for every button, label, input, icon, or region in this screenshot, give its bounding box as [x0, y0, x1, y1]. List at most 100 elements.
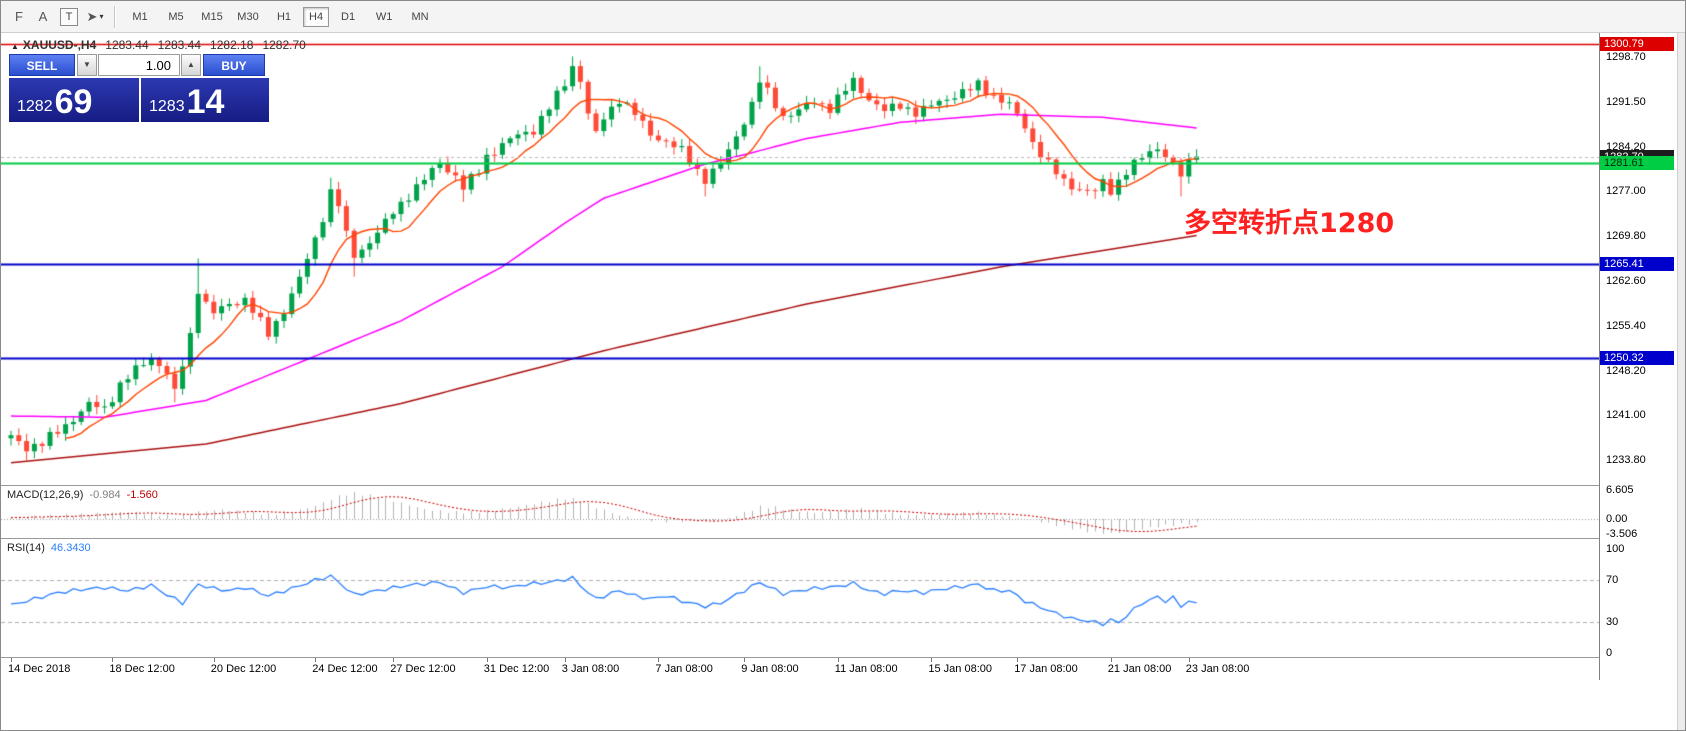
time-tick	[1110, 658, 1112, 662]
price-tag: 1265.41	[1600, 257, 1674, 272]
panel-separator[interactable]	[1, 538, 1685, 539]
ohlc-open: 1283.44	[105, 38, 149, 52]
price-tag: 1300.79	[1600, 36, 1674, 51]
timeframe-d1[interactable]: D1	[341, 10, 356, 23]
one-click-trading-panel: SELL ▼ ▲ BUY 1282 69 1283 14	[9, 54, 269, 122]
macd-main-value: -0.984	[89, 489, 121, 501]
rsi-name: RSI(14)	[7, 542, 45, 554]
dropdown-caret-icon: ▾	[99, 11, 104, 21]
price-axis[interactable]: 1298.70 1291.50 1284.20 1277.00 1269.80 1262.…	[1599, 33, 1677, 680]
rsi-axis-label: 70	[1606, 574, 1619, 587]
rsi-axis-label: 100	[1606, 543, 1625, 555]
annotation-text[interactable]: 多空转折点1280	[1184, 208, 1395, 239]
volume-increase-button[interactable]: ▲	[181, 54, 201, 76]
time-axis-label: 7 Jan 08:00	[655, 663, 713, 675]
price-axis-label: 1255.40	[1606, 319, 1646, 332]
timeframe-m15[interactable]: M15	[201, 10, 223, 23]
toolbar-separator	[114, 5, 115, 28]
time-tick	[931, 658, 933, 662]
text-icon[interactable]: A	[38, 8, 48, 24]
timeframe-toolbar: M1 M5 M15 M30 H1 H4 D1 W1 MN	[122, 6, 438, 27]
price-tag: 1281.61	[1600, 156, 1674, 171]
time-axis-label: 9 Jan 08:00	[741, 663, 799, 675]
timeframe-m1[interactable]: M1	[132, 10, 148, 23]
time-axis-label: 24 Dec 12:00	[312, 663, 378, 675]
time-tick	[744, 658, 746, 662]
timeframe-mn[interactable]: MN	[411, 10, 429, 23]
rsi-axis-label: 30	[1606, 615, 1619, 628]
time-tick	[112, 658, 114, 662]
price-tag: 1250.32	[1600, 351, 1674, 366]
time-tick	[658, 658, 660, 662]
chart-window: ▲ XAUUSD-,H4 1283.44 1283.44 1282.18 1282.70 …	[1, 33, 1685, 730]
price-axis-label: 1298.70	[1606, 51, 1646, 63]
timeframe-m30[interactable]: M30	[237, 10, 259, 23]
text-label-icon[interactable]: T	[60, 7, 78, 26]
macd-axis-label: 0.00	[1606, 513, 1628, 525]
price-axis-label: 1291.50	[1606, 95, 1646, 108]
macd-name: MACD(12,26,9)	[7, 489, 84, 501]
ohlc-low: 1282.18	[210, 38, 254, 52]
time-tick	[315, 658, 317, 662]
time-tick	[564, 658, 566, 662]
panel-separator[interactable]	[1, 485, 1685, 486]
time-tick	[837, 658, 839, 662]
symbol-period: XAUUSD-,H4	[22, 38, 97, 52]
time-axis-label: 11 Jan 08:00	[834, 663, 898, 675]
timeframe-m5[interactable]: M5	[168, 10, 184, 23]
time-axis-label: 20 Dec 12:00	[210, 663, 277, 675]
bid-pip-digits: 69	[54, 83, 93, 121]
drawing-tools: F A T ➤ ▾	[7, 6, 107, 28]
price-axis-label: 1262.60	[1606, 275, 1646, 287]
time-tick	[393, 658, 395, 662]
timeframe-h4[interactable]: H4	[303, 6, 330, 27]
time-axis[interactable]: 14 Dec 2018 18 Dec 12:00 20 Dec 12:00 24 De…	[1, 658, 1599, 680]
rsi-label: RSI(14) 46.3430	[7, 542, 91, 554]
rsi-panel-canvas[interactable]	[1, 539, 1599, 657]
ask-price-display[interactable]: 1283 14	[141, 78, 269, 122]
macd-axis-label: -3.506	[1606, 528, 1638, 541]
ask-main-digits: 1283	[149, 98, 185, 115]
macd-panel-canvas[interactable]	[1, 486, 1599, 538]
price-axis-label: 1233.80	[1606, 454, 1646, 467]
macd-axis-label: 6.605	[1606, 484, 1634, 496]
time-axis-label: 3 Jan 08:00	[561, 663, 620, 675]
price-axis-label: 1269.80	[1606, 230, 1646, 243]
time-axis-label: 23 Jan 08:00	[1185, 663, 1250, 675]
timeframe-w1[interactable]: W1	[375, 10, 393, 23]
time-tick	[1188, 658, 1190, 662]
volume-decrease-button[interactable]: ▼	[77, 54, 97, 76]
chart-title: ▲ XAUUSD-,H4 1283.44 1283.44 1282.18 1282.70	[11, 38, 306, 52]
time-axis-label: 21 Jan 08:00	[1107, 663, 1172, 675]
time-axis-label: 18 Dec 12:00	[109, 663, 175, 675]
fibonacci-icon[interactable]: F	[15, 8, 23, 24]
macd-signal-value: -1.560	[126, 489, 158, 501]
price-axis-label: 1277.00	[1606, 185, 1646, 198]
arrows-icon[interactable]: ➤ ▾	[86, 8, 104, 24]
time-axis-label: 31 Dec 12:00	[483, 663, 550, 675]
vertical-scrollbar[interactable]	[1677, 33, 1685, 730]
chart-icon: ▲	[11, 42, 19, 51]
rsi-axis-label: 0	[1606, 647, 1613, 659]
price-axis-label: 1248.20	[1606, 364, 1646, 377]
timeframe-h1[interactable]: H1	[276, 10, 292, 23]
time-axis-label: 17 Jan 08:00	[1014, 663, 1078, 675]
rsi-value: 46.3430	[50, 542, 91, 554]
panel-separator[interactable]	[1, 657, 1685, 658]
price-axis-label: 1241.00	[1606, 409, 1646, 422]
time-tick	[486, 658, 488, 662]
macd-label: MACD(12,26,9) -0.984 -1.560	[7, 489, 158, 501]
volume-input[interactable]	[98, 54, 180, 76]
ohlc-high: 1283.44	[157, 38, 202, 52]
time-tick	[1017, 658, 1019, 662]
toolbar: F A T ➤ ▾ M1 M5 M15 M30 H1 H4 D1 W1 MN	[1, 1, 1685, 33]
sell-button[interactable]: SELL	[9, 54, 75, 76]
time-tick	[213, 658, 215, 662]
time-axis-label: 14 Dec 2018	[8, 663, 71, 675]
time-axis-label: 27 Dec 12:00	[390, 663, 456, 675]
time-axis-label: 15 Jan 08:00	[928, 663, 993, 675]
bid-price-display[interactable]: 1282 69	[9, 78, 139, 122]
ask-pip-digits: 14	[186, 83, 225, 121]
buy-button[interactable]: BUY	[203, 54, 265, 76]
